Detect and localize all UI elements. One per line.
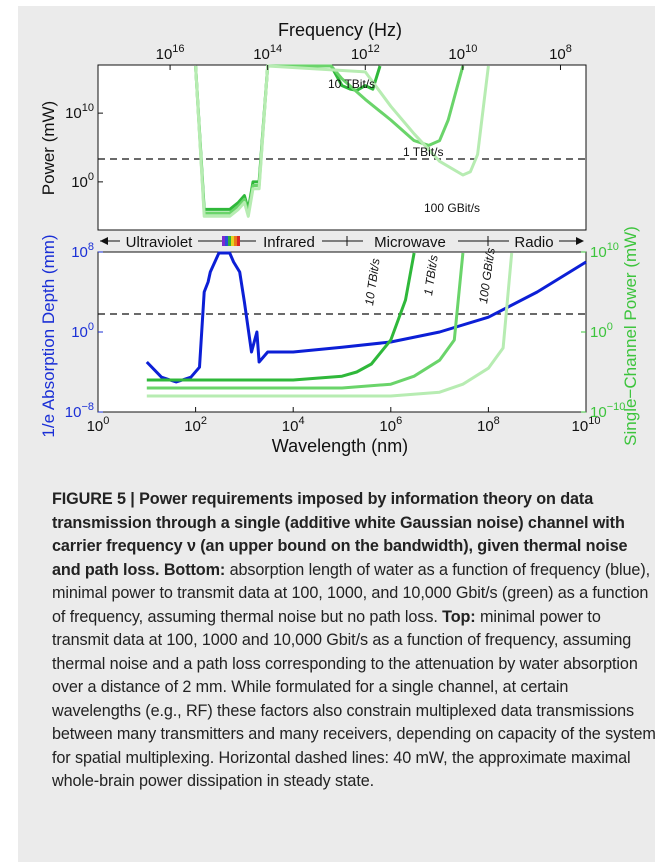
band-label-bg-3 (363, 232, 458, 250)
figure-caption: FIGURE 5 | Power requirements imposed by… (52, 488, 657, 794)
spectrum-arrow-left (100, 237, 108, 245)
caption-heading: FIGURE 5 | Power requirements imposed by… (52, 490, 628, 579)
top-y-label: Power (mW) (39, 101, 58, 195)
axis-ticks: 1016 1014 1012 1010 108 1010 100 100 102 104 106 10… (65, 43, 626, 435)
bottom-left-y-label: 1/e Absorption Depth (mm) (39, 234, 58, 437)
spectrum-arrow-right (576, 237, 584, 245)
bottom-label-1T: 1 TBit/s (421, 254, 441, 296)
bottom-xtick-label-1: 102 (184, 415, 207, 435)
caption-top-text: minimal power to transmit data at 100, 1… (52, 607, 656, 791)
bottom-xtick-label-2: 104 (282, 415, 305, 435)
caption-top-label: Top: (442, 607, 476, 626)
band-label-bg-1 (120, 232, 198, 250)
band-ultraviolet: Ultraviolet (126, 234, 194, 251)
top-tick-label-2: 1012 (351, 43, 380, 63)
top-ytick-label-0: 1010 (65, 102, 94, 122)
band-label-bg-2 (256, 232, 322, 250)
bottom-left-ytick-label-1: 100 (71, 321, 94, 341)
bottom-right-ytick-label-2: 10−10 (590, 401, 625, 421)
band-infrared: Infrared (263, 234, 315, 251)
bottom-xtick-label-5: 1010 (572, 415, 601, 435)
top-label-100G: 100 GBit/s (424, 201, 480, 215)
curve-labels: 10 TBit/s 1 TBit/s 100 GBit/s 10 TBit/s 1 TB… (328, 77, 498, 306)
top-tick-label-3: 1010 (448, 43, 477, 63)
top-label-10T: 10 TBit/s (328, 77, 375, 91)
top-series-3 (194, 64, 490, 218)
visible-spectrum-swatch (222, 236, 240, 246)
band-microwave: Microwave (374, 234, 446, 251)
bottom-left-ytick-label-2: 10−8 (65, 401, 94, 421)
band-radio: Radio (514, 234, 553, 251)
bottom-curves (145, 251, 587, 398)
bottom-xtick-label-0: 100 (87, 415, 110, 435)
bottom-right-y-label: Single−Channel Power (mW) (621, 226, 640, 446)
figure-chart: Frequency (Hz) Power (mW) Wavelength (nm… (39, 20, 640, 456)
bottom-right-ytick-label-1: 100 (590, 321, 613, 341)
top-tick-label-0: 1016 (156, 43, 185, 63)
bottom-label-10T: 10 TBit/s (362, 258, 382, 307)
caption-bottom-text: absorption length of water as a function… (52, 560, 651, 626)
bottom-series-3 (146, 252, 465, 390)
bottom-left-ytick-label-0: 108 (71, 241, 94, 261)
figure-panel: Frequency (Hz) Power (mW) Wavelength (nm… (18, 6, 657, 862)
top-ytick-label-1: 100 (71, 171, 94, 191)
band-label-bg-4 (509, 232, 559, 250)
bottom-xtick-label-4: 108 (477, 415, 500, 435)
top-label-1T: 1 TBit/s (403, 145, 443, 159)
bottom-xtick-label-3: 106 (379, 415, 402, 435)
bottom-x-label: Wavelength (nm) (272, 436, 408, 456)
bottom-series-2 (146, 252, 416, 382)
top-plot-frame (97, 64, 587, 231)
caption-bottom-label: Bottom: (163, 560, 226, 579)
bottom-right-ytick-label-0: 1010 (590, 241, 619, 261)
top-tick-label-4: 108 (549, 43, 572, 63)
top-axis-title: Frequency (Hz) (278, 20, 402, 40)
top-tick-label-1: 1014 (253, 43, 282, 63)
bottom-series-4 (146, 252, 514, 398)
